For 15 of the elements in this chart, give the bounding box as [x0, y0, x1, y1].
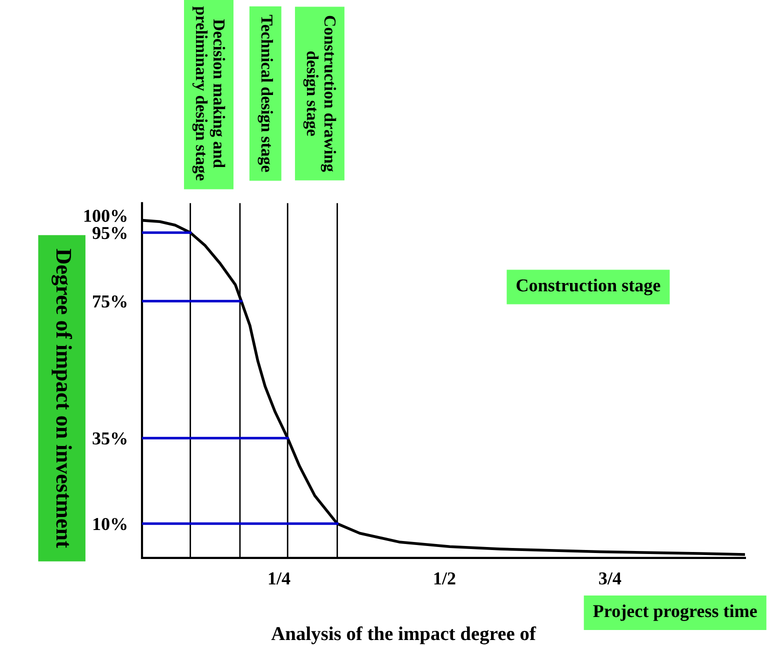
text: Construction drawing design stage: [303, 16, 336, 172]
y-axis-title: Degree of impact on investment: [52, 248, 72, 548]
text: Technical design stage: [258, 14, 274, 172]
x-axis-title: Project progress time: [593, 604, 757, 622]
y-tick-label: 100%: [84, 210, 126, 222]
x-tick-label: 1/4: [268, 572, 290, 585]
text: Analysis of the impact degree of: [271, 626, 536, 644]
x-tick-label: 1/2: [434, 572, 456, 585]
y-tick-label: 35%: [92, 432, 126, 445]
annotation: Construction stage: [516, 278, 660, 296]
y-tick-label: 10%: [93, 518, 126, 530]
x-tick-label: 3/4: [599, 572, 622, 585]
y-tick-label: 75%: [93, 295, 126, 308]
text: Decision making and preliminary design stage: [192, 6, 226, 180]
y-tick-label: 95%: [92, 226, 126, 240]
